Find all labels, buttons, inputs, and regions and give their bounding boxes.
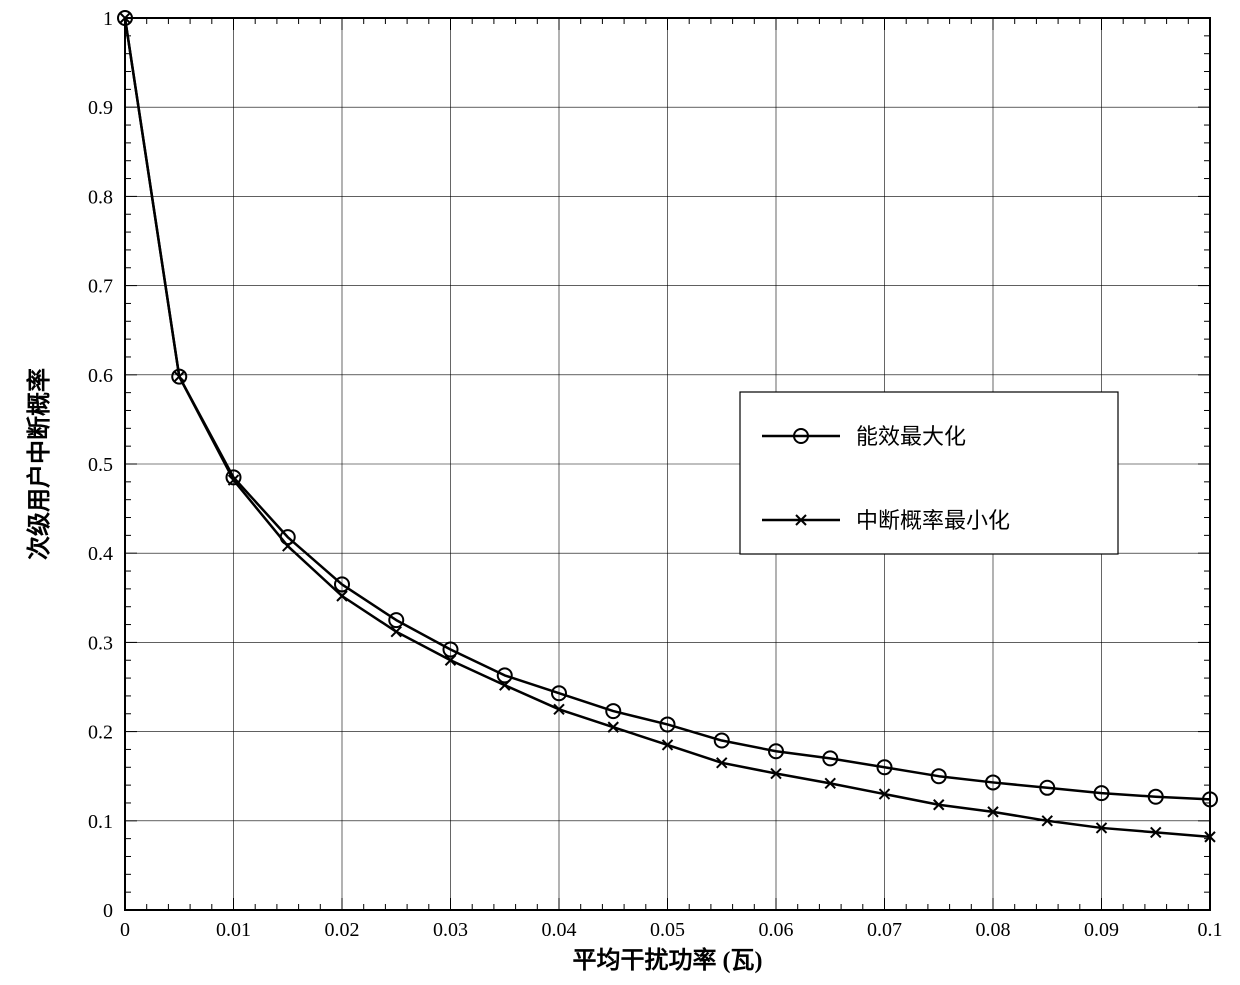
svg-text:0.8: 0.8: [88, 186, 113, 208]
svg-text:0.09: 0.09: [1084, 919, 1119, 941]
svg-text:1: 1: [103, 8, 113, 30]
svg-text:0.4: 0.4: [88, 543, 113, 565]
svg-text:0.06: 0.06: [759, 919, 794, 941]
line-chart: 0 0.01 0.02 0.03 0.04 0.05 0.06 0.07 0.08 0.09 0.1…: [0, 0, 1240, 985]
svg-text:0.2: 0.2: [88, 722, 113, 744]
svg-text:0.7: 0.7: [88, 276, 113, 298]
svg-text:0.07: 0.07: [867, 919, 902, 941]
y-axis-label: 次级用户中断概率: [25, 368, 53, 560]
legend-label: 中断概率最小化: [856, 508, 1010, 533]
svg-text:0: 0: [120, 919, 130, 941]
chart-container: 0 0.01 0.02 0.03 0.04 0.05 0.06 0.07 0.08 0.09 0.1…: [0, 0, 1240, 985]
svg-text:0.05: 0.05: [650, 919, 685, 941]
svg-text:0.1: 0.1: [1198, 919, 1223, 941]
svg-text:0.5: 0.5: [88, 454, 113, 476]
x-axis-label: 平均干扰功率 (瓦): [573, 946, 763, 974]
svg-text:0.9: 0.9: [88, 97, 113, 119]
svg-text:0.1: 0.1: [88, 811, 113, 833]
svg-text:0.08: 0.08: [976, 919, 1011, 941]
svg-text:0.6: 0.6: [88, 365, 113, 387]
svg-text:0.01: 0.01: [216, 919, 251, 941]
svg-text:0.3: 0.3: [88, 632, 113, 654]
legend: 能效最大化中断概率最小化: [740, 392, 1118, 554]
svg-text:0.02: 0.02: [325, 919, 360, 941]
svg-text:0.03: 0.03: [433, 919, 468, 941]
legend-label: 能效最大化: [856, 424, 966, 449]
svg-text:0: 0: [103, 900, 113, 922]
svg-text:0.04: 0.04: [542, 919, 577, 941]
